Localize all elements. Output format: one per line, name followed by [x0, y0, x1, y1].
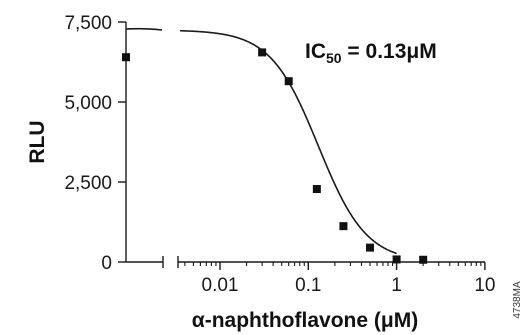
x-tick-label: 0.01	[202, 275, 239, 296]
x-tick-label: 1	[391, 275, 402, 296]
y-tick-label: 0	[101, 253, 112, 274]
data-point	[419, 255, 428, 264]
data-point	[366, 243, 375, 252]
data-point	[258, 48, 267, 57]
x-tick-label: 0.1	[295, 275, 321, 296]
figure-code-label: 4738MA	[512, 281, 523, 319]
data-point	[284, 77, 293, 86]
labels: 0 2,500 5,000 7,500 0.01 0.1 1 10 RLU α-naphthofl…	[26, 13, 523, 332]
fit-curve	[179, 29, 397, 255]
y-tick-label: 5,000	[64, 93, 112, 114]
y-axis-title: RLU	[26, 120, 49, 163]
data-point	[312, 185, 321, 194]
y-tick-label: 2,500	[64, 173, 112, 194]
data-point	[339, 222, 348, 231]
y-tick-label: 7,500	[64, 13, 112, 34]
data-point	[392, 255, 401, 264]
ic50-annotation: IC50 = 0.13μM	[305, 40, 437, 66]
x-axis-title: α-naphthoflavone (μM)	[192, 309, 418, 332]
fit-curve-plateau	[125, 27, 163, 31]
data-point-zero	[122, 53, 130, 62]
x-tick-label: 10	[474, 275, 495, 296]
data-points	[122, 48, 428, 264]
